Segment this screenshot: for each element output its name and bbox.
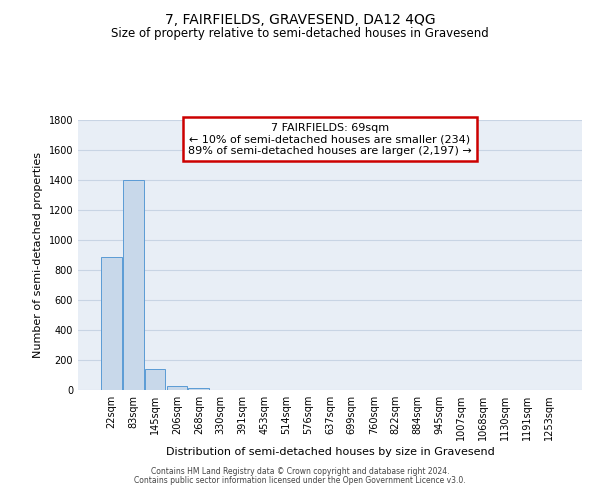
- Y-axis label: Number of semi-detached properties: Number of semi-detached properties: [33, 152, 43, 358]
- Bar: [101, 256, 122, 390]
- X-axis label: Distribution of semi-detached houses by size in Gravesend: Distribution of semi-detached houses by …: [166, 448, 494, 458]
- Text: Size of property relative to semi-detached houses in Gravesend: Size of property relative to semi-detach…: [111, 28, 489, 40]
- Text: Contains public sector information licensed under the Open Government Licence v3: Contains public sector information licen…: [134, 476, 466, 485]
- Text: 7 FAIRFIELDS: 69sqm
← 10% of semi-detached houses are smaller (234)
89% of semi-: 7 FAIRFIELDS: 69sqm ← 10% of semi-detach…: [188, 122, 472, 156]
- Bar: [123, 180, 143, 390]
- Text: 7, FAIRFIELDS, GRAVESEND, DA12 4QG: 7, FAIRFIELDS, GRAVESEND, DA12 4QG: [164, 12, 436, 26]
- Text: Contains HM Land Registry data © Crown copyright and database right 2024.: Contains HM Land Registry data © Crown c…: [151, 467, 449, 476]
- Bar: [188, 388, 209, 390]
- Bar: [167, 386, 187, 390]
- Bar: [145, 369, 166, 390]
